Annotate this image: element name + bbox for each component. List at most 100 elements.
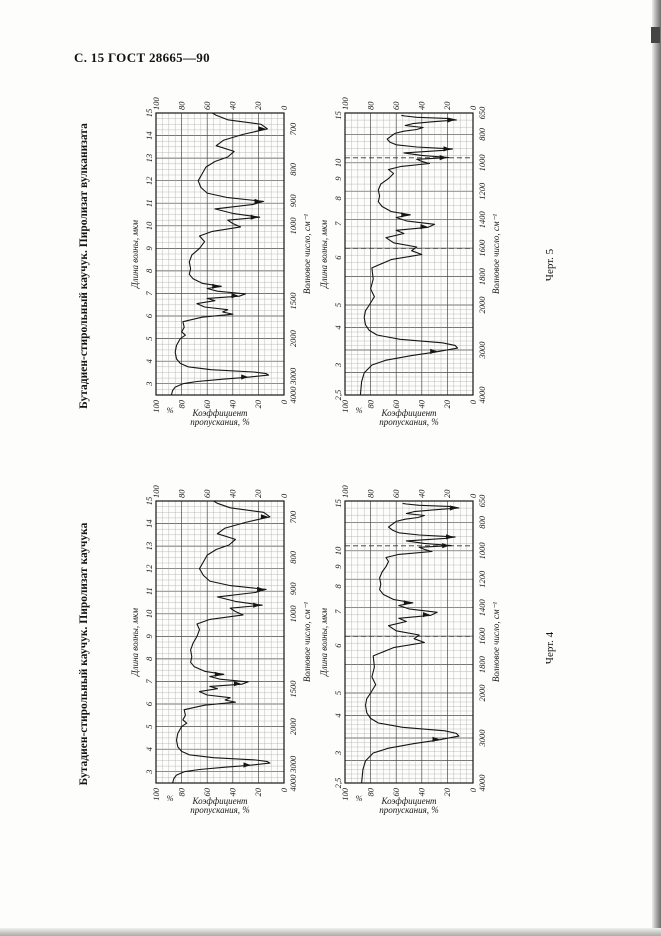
wavenumber-tick-label: 1000 — [477, 542, 487, 560]
transmission-tick-label: 40 — [228, 101, 238, 110]
wavenumber-tick-label: 2000 — [477, 684, 487, 702]
wavelength-tick-label: 2,5 — [333, 778, 343, 789]
wavenumber-tick-label: 3000 — [477, 729, 487, 748]
band-arrow-icon — [254, 198, 262, 204]
percent-label: % — [355, 793, 362, 803]
percent-label: % — [166, 405, 173, 415]
wavenumber-tick-label: 900 — [288, 582, 298, 596]
transmission-tick-label: 60 — [391, 101, 401, 110]
wavelength-tick-label: 7 — [333, 221, 343, 226]
band-arrow-icon — [447, 117, 455, 123]
wavenumber-tick-label: 3000 — [288, 755, 298, 774]
wavelength-tick-label: 7 — [144, 679, 154, 684]
band-arrows — [401, 117, 455, 354]
transmission-tick-label: 100 — [151, 787, 161, 801]
band-arrow-icon — [214, 671, 222, 677]
wavelength-axis-title: Длина волны, мкм — [130, 608, 140, 677]
transmission-tick-label: 40 — [417, 101, 427, 110]
wavenumber-tick-label: 1000 — [477, 154, 487, 172]
chart-panel-fig5-wavelength: 3 4 5 6 7 8 9 10 11 12 13 14 15 Длина волны, мкм 700 80… — [126, 95, 318, 431]
transmission-tick-label: 60 — [391, 489, 401, 498]
figure5-title-block: Бутадиен-стирольный каучук. Пиролизат ву… — [74, 98, 94, 434]
transmission-tick-label: 80 — [176, 101, 186, 110]
wavelength-tick-label: 6 — [333, 643, 343, 648]
wavelength-tick-label: 2,5 — [333, 390, 343, 401]
band-arrow-icon — [212, 283, 220, 289]
transmission-tick-label: 20 — [253, 399, 263, 408]
band-arrow-icon — [423, 612, 430, 618]
transmission-tick-label: 0 — [468, 787, 478, 792]
band-arrow-icon — [401, 212, 409, 218]
figure5-caption: Черт. 5 — [544, 248, 556, 282]
wavelength-tick-label: 14 — [144, 519, 154, 528]
spectrum-chart-fig4-wavenumber: 2,5 3 4 5 6 7 8 9 10 15 Длина волны, мкм 4000 3000 20… — [315, 483, 507, 819]
wavelength-tick-label: 8 — [333, 195, 343, 200]
band-arrow-icon — [241, 374, 249, 380]
transmission-tick-label: 20 — [442, 399, 452, 408]
wavelength-tick-label: 9 — [333, 176, 343, 181]
transmission-tick-label: 0 — [468, 105, 478, 110]
percent-label: % — [355, 405, 362, 415]
wavelength-tick-label: 15 — [144, 497, 154, 506]
wavenumber-axis-title: Волновое число, см⁻¹ — [491, 602, 501, 683]
chart-plot-border — [344, 500, 474, 784]
spectrum-chart-svg: 3 4 5 6 7 8 9 10 11 12 13 14 15 Длина волны, мкм 700 80… — [130, 97, 312, 428]
chart-labels: 3 4 5 6 7 8 9 10 11 12 13 14 15 Длина волны, мкм 700 80… — [130, 97, 312, 428]
transmission-tick-label: 0 — [279, 105, 289, 110]
wavelength-tick-label: 8 — [333, 583, 343, 588]
transmission-tick-label: 40 — [417, 399, 427, 408]
wavenumber-tick-label: 2000 — [288, 329, 298, 347]
wavenumber-tick-label: 1000 — [288, 217, 298, 235]
transmission-tick-label: 40 — [228, 489, 238, 498]
transmission-tick-label: 80 — [365, 787, 375, 796]
wavenumber-tick-label: 700 — [288, 510, 298, 523]
band-arrow-icon — [253, 602, 261, 608]
wavelength-axis-title: Длина волны, мкм — [130, 220, 140, 289]
wavenumber-tick-label: 1200 — [477, 182, 487, 200]
chart-grid — [155, 500, 285, 784]
transmission-tick-label: 60 — [391, 787, 401, 796]
wavenumber-tick-label: 4000 — [477, 774, 487, 792]
wavelength-tick-label: 15 — [333, 111, 343, 120]
band-arrow-icon — [443, 146, 451, 152]
wavenumber-tick-label: 900 — [288, 194, 298, 208]
wavenumber-tick-label: 700 — [288, 122, 298, 136]
transmission-axis-title-line2: пропускания, % — [379, 805, 439, 815]
wavenumber-axis-title: Волновое число, см⁻¹ — [302, 602, 312, 683]
wavenumber-tick-label: 1600 — [477, 627, 487, 645]
band-arrow-icon — [231, 293, 239, 299]
band-arrow-icon — [258, 126, 266, 132]
transmission-tick-label: 80 — [365, 101, 375, 110]
wavelength-axis-title: Длина волны, мкм — [319, 220, 329, 289]
wavelength-tick-label: 7 — [333, 609, 343, 614]
wavelength-tick-label: 3 — [144, 382, 154, 387]
transmission-tick-label: 0 — [279, 787, 289, 792]
transmission-axis-title-line2: пропускания, % — [190, 417, 250, 427]
wavenumber-tick-label: 4000 — [288, 386, 298, 404]
transmission-axis-title-line1: Коэффициент — [191, 408, 248, 418]
band-arrow-icon — [260, 514, 268, 520]
wavenumber-tick-label: 4000 — [288, 774, 298, 792]
band-arrow-icon — [420, 224, 428, 230]
transmission-tick-label: 80 — [176, 787, 186, 796]
wavelength-tick-label: 3 — [333, 751, 343, 756]
wavenumber-tick-label: 800 — [288, 550, 298, 564]
band-arrow-icon — [403, 600, 411, 606]
wavenumber-tick-label: 3000 — [477, 341, 487, 360]
wavelength-tick-label: 3 — [144, 770, 154, 775]
wavelength-tick-label: 8 — [144, 656, 154, 661]
figure5-caption-block: Черт. 5 — [540, 213, 560, 317]
wavelength-tick-label: 6 — [144, 701, 154, 706]
wavenumber-tick-label: 1800 — [477, 655, 487, 673]
transmission-tick-label: 0 — [279, 493, 289, 498]
wavelength-tick-label: 5 — [333, 691, 343, 695]
band-arrow-icon — [439, 155, 447, 161]
wavelength-tick-label: 6 — [333, 255, 343, 260]
transmission-tick-label: 0 — [468, 399, 478, 404]
chart-panel-fig4-wavenumber: 2,5 3 4 5 6 7 8 9 10 15 Длина волны, мкм 4000 3000 20… — [315, 483, 507, 819]
transmission-tick-label: 60 — [202, 489, 212, 498]
transmission-tick-label: 20 — [253, 101, 263, 110]
wavelength-tick-label: 10 — [333, 158, 343, 167]
wavelength-tick-label: 14 — [144, 131, 154, 140]
